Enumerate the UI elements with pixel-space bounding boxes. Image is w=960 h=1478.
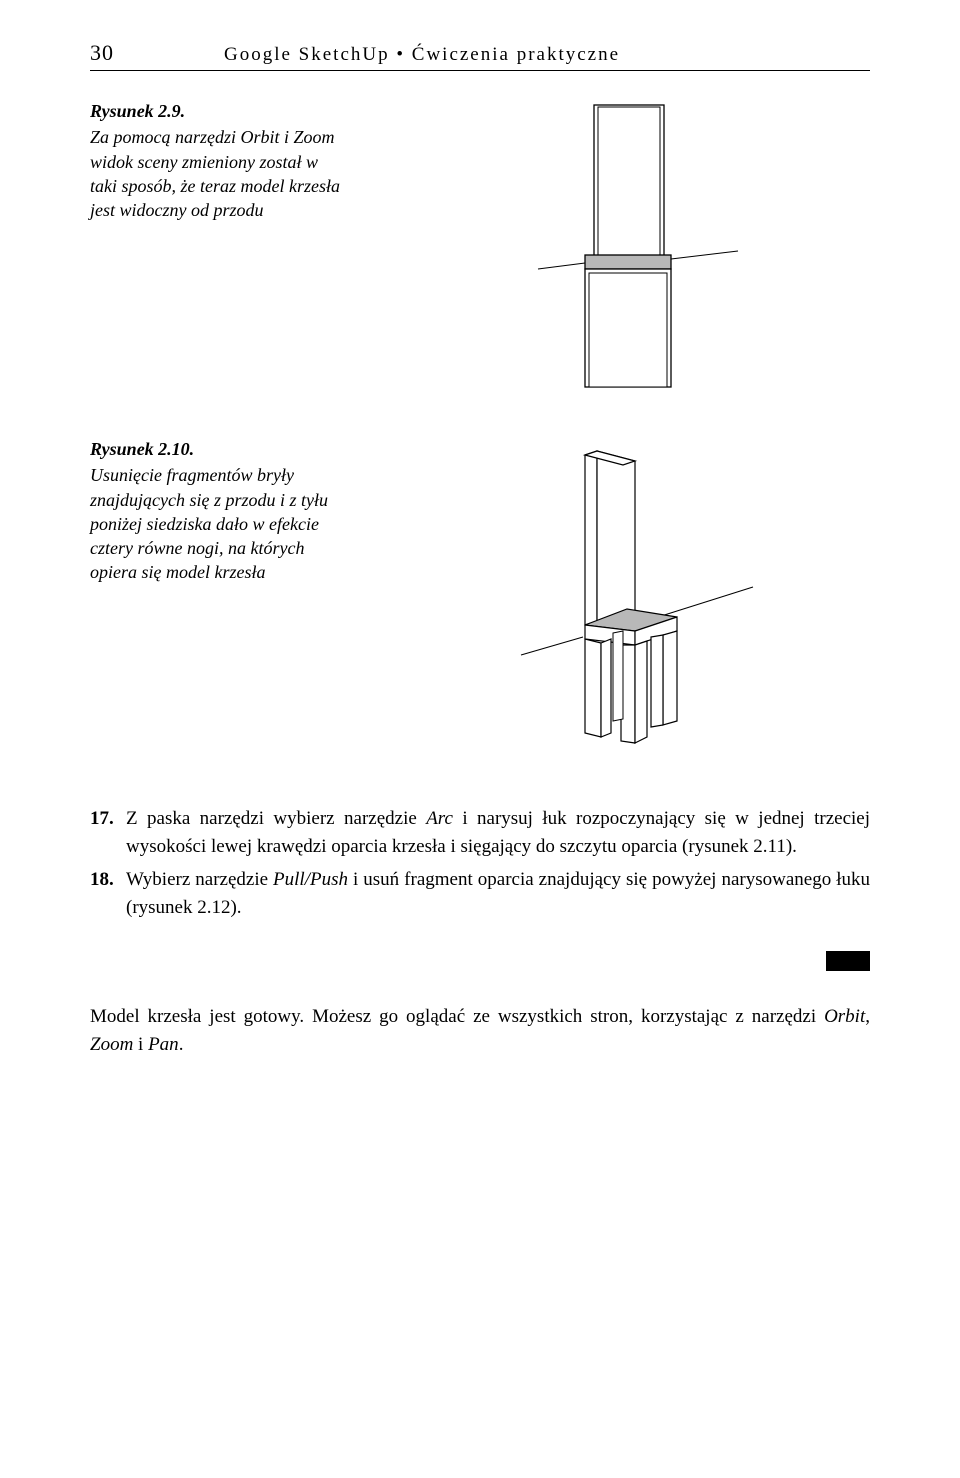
figure-2-9: Rysunek 2.9. Za pomocą narzędzi Orbit i … (90, 99, 870, 399)
step-18-text: Wybierz narzędzie Pull/Push i usuń fragm… (126, 866, 870, 921)
figure-2-10-caption: Rysunek 2.10. Usunięcie fragmentów bryły… (90, 437, 375, 585)
figure-2-9-caption: Rysunek 2.9. Za pomocą narzędzi Orbit i … (90, 99, 375, 222)
section-end-marker-row (90, 951, 870, 971)
figure-2-9-image (375, 99, 870, 399)
figure-2-10-image (375, 437, 870, 767)
section-end-marker (826, 951, 870, 971)
chair-iso-svg (463, 437, 783, 767)
step-18-num: 18. (90, 866, 126, 921)
page-header: 30 Google SketchUp • Ćwiczenia praktyczn… (90, 40, 870, 71)
step-18: 18. Wybierz narzędzie Pull/Push i usuń f… (90, 866, 870, 921)
header-title: Google SketchUp • Ćwiczenia praktyczne (224, 44, 620, 66)
step-17-text: Z paska narzędzi wybierz narzędzie Arc i… (126, 805, 870, 860)
step-17: 17. Z paska narzędzi wybierz narzędzie A… (90, 805, 870, 860)
chair-front-svg (478, 99, 768, 399)
closing-paragraph: Model krzesła jest gotowy. Możesz go ogl… (90, 1003, 870, 1058)
figure-2-10-title: Rysunek 2.10. (90, 437, 345, 461)
figure-2-10-text: Usunięcie fragmentów bryły znajdujących … (90, 463, 345, 584)
step-17-num: 17. (90, 805, 126, 860)
steps-list: 17. Z paska narzędzi wybierz narzędzie A… (90, 805, 870, 921)
figure-2-9-title: Rysunek 2.9. (90, 99, 345, 123)
figure-2-9-text: Za pomocą narzędzi Orbit i Zoom widok sc… (90, 125, 345, 222)
figure-2-10: Rysunek 2.10. Usunięcie fragmentów bryły… (90, 437, 870, 767)
page-number: 30 (90, 40, 114, 66)
